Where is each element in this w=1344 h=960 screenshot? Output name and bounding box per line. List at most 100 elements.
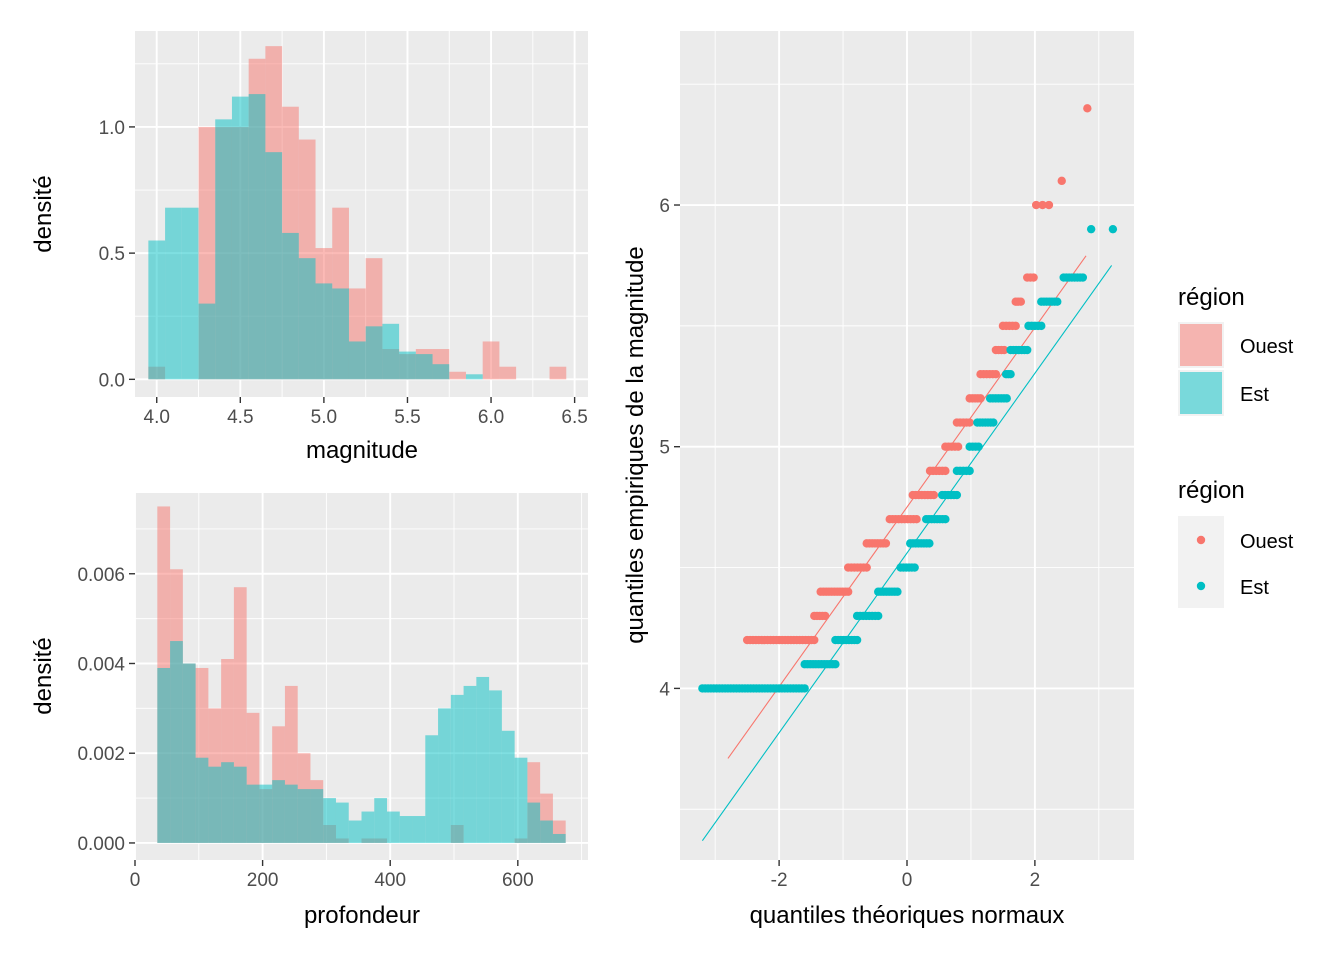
y-tick-label: 6 [659, 196, 670, 217]
bar [502, 731, 515, 843]
x-tick-label: 4.5 [227, 407, 253, 428]
point [974, 443, 982, 451]
point [882, 539, 890, 547]
x-tick-label: 0 [902, 870, 913, 891]
point [1053, 297, 1061, 305]
point [853, 636, 861, 644]
bar [232, 97, 249, 380]
legend-label: Est [1240, 577, 1269, 599]
legend-label: Ouest [1240, 336, 1294, 358]
bar [316, 283, 333, 379]
point [1083, 104, 1091, 112]
point [893, 588, 901, 596]
bar [221, 762, 234, 843]
bar [515, 758, 528, 843]
bar [285, 785, 298, 843]
point [1023, 346, 1031, 354]
qq-plot: -2 0 2 4 5 6 [659, 31, 1134, 891]
y-tick-label: 0.002 [77, 744, 125, 765]
bar [476, 677, 489, 843]
magnitude-histogram: 4.0 4.5 5.0 5.5 6.0 6.5 0.0 0.5 1.0 [99, 31, 588, 428]
bar [349, 341, 366, 379]
legend-swatch [1180, 372, 1222, 414]
bar [182, 208, 199, 380]
point [1087, 225, 1095, 233]
bar [362, 812, 375, 843]
bar [540, 821, 553, 843]
legend-point [1197, 536, 1205, 544]
point [874, 612, 882, 620]
bar [234, 767, 247, 843]
y-tick-label: 0.000 [77, 834, 125, 855]
bar [259, 785, 272, 843]
y-tick-label: 5 [659, 438, 670, 459]
point [965, 467, 973, 475]
legend-label: Ouest [1240, 531, 1294, 553]
y-tick-label: 4 [659, 679, 670, 700]
point [1012, 322, 1020, 330]
bar [489, 690, 502, 843]
point [976, 394, 984, 402]
bar [366, 326, 383, 379]
bar [265, 152, 282, 379]
point [863, 563, 871, 571]
bar [299, 258, 316, 379]
bar [332, 288, 349, 379]
y-tick-label: 1.0 [99, 118, 125, 139]
x-tick-label: 400 [374, 870, 406, 891]
depth-histogram: 0 200 400 6000.0000.0020.0040.006 [77, 493, 588, 891]
bar [416, 354, 433, 379]
bar [399, 352, 416, 380]
legend-point: région Ouest Est [1178, 477, 1294, 608]
x-tick-label: 200 [247, 870, 279, 891]
legend-fill: région Ouest Est [1178, 284, 1294, 416]
bar [451, 695, 464, 843]
point [1058, 177, 1066, 185]
bar [298, 789, 311, 843]
y-axis-title: quantiles empiriques de la magnitude [622, 246, 649, 644]
bar [387, 812, 400, 843]
bar [413, 816, 426, 843]
bar [433, 364, 450, 379]
bar [157, 668, 170, 843]
point [910, 563, 918, 571]
point [1006, 370, 1014, 378]
legends: région Ouest Est région Ouest Est [1178, 284, 1294, 608]
bar [438, 708, 451, 843]
x-tick-label: 2 [1030, 870, 1041, 891]
x-tick-label: 0 [130, 870, 141, 891]
x-tick-label: 6.0 [478, 407, 504, 428]
bar [272, 780, 285, 843]
bar [527, 803, 540, 843]
point [965, 418, 973, 426]
bar [449, 372, 466, 380]
bar [553, 834, 566, 843]
legend-title: région [1178, 477, 1245, 504]
bar [165, 208, 182, 380]
point [1037, 322, 1045, 330]
bar [215, 119, 232, 379]
x-tick-label: 4.0 [144, 407, 170, 428]
point [989, 418, 997, 426]
bar [148, 241, 165, 380]
point [1029, 273, 1037, 281]
bar [323, 798, 336, 843]
point [1079, 273, 1087, 281]
point [1045, 201, 1053, 209]
bar [425, 735, 438, 843]
x-tick-label: 6.5 [561, 407, 587, 428]
point [992, 370, 1000, 378]
x-axis-title: profondeur [304, 902, 420, 929]
bar [336, 803, 349, 843]
bar [464, 686, 477, 843]
point [1109, 225, 1117, 233]
bar [550, 367, 567, 380]
point [941, 467, 949, 475]
bar [499, 367, 516, 380]
bar [282, 233, 299, 379]
point [930, 491, 938, 499]
bar [466, 374, 483, 379]
bar [196, 758, 209, 843]
x-axis-title: quantiles théoriques normaux [750, 902, 1065, 929]
